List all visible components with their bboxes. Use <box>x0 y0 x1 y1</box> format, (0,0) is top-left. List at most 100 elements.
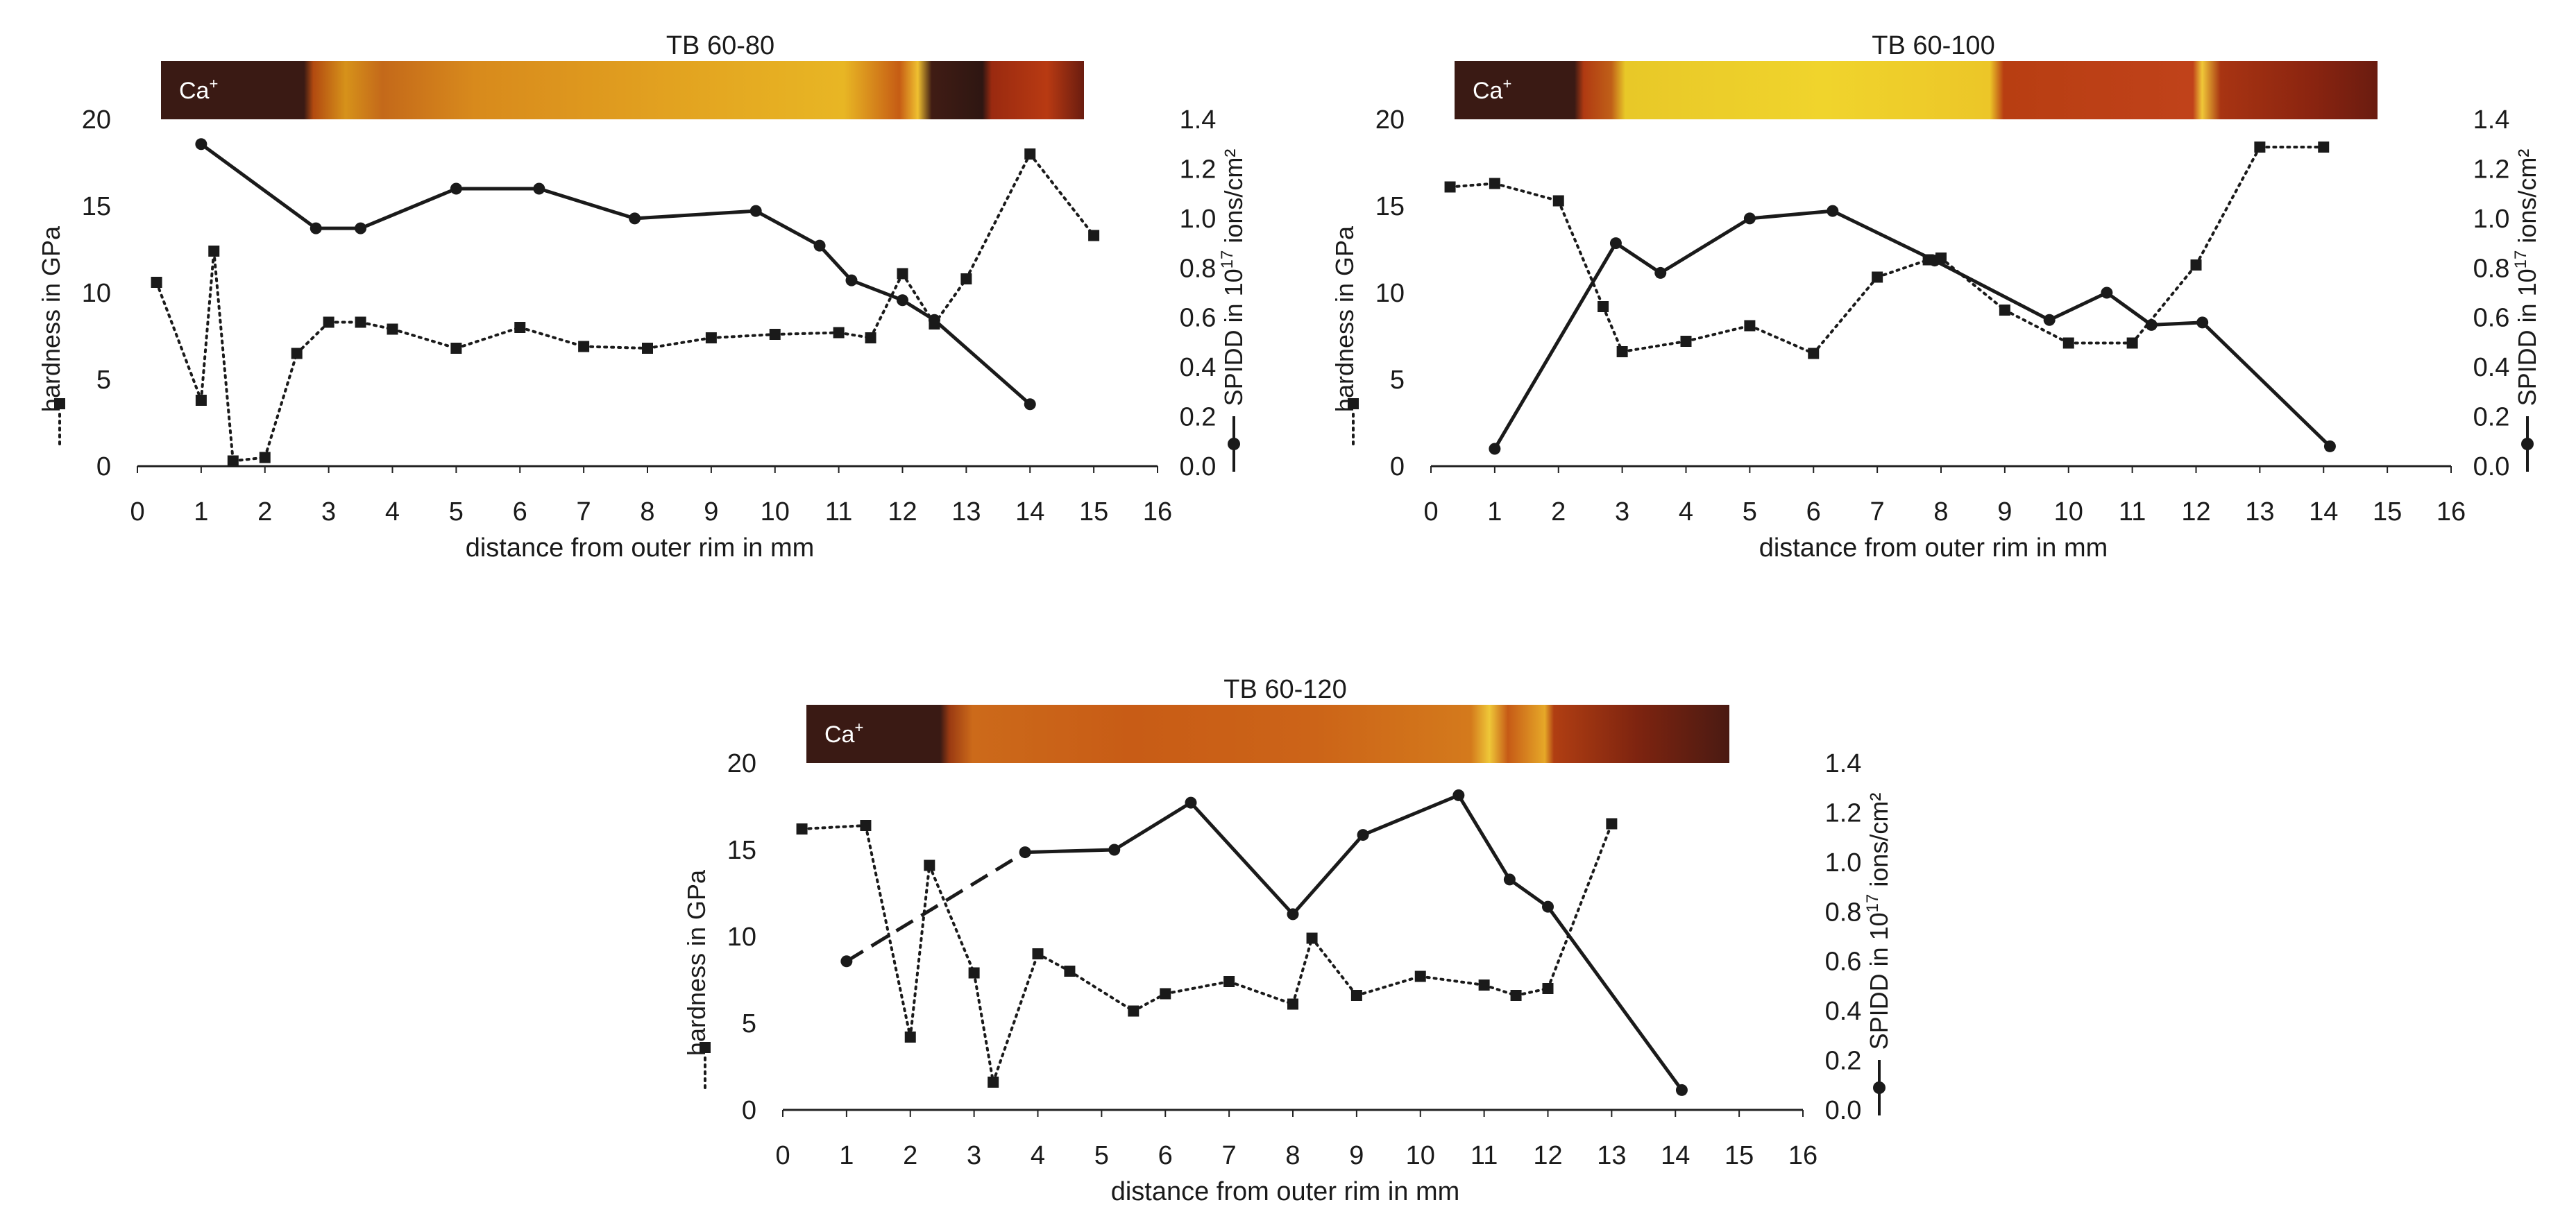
x-axis-label: distance from outer rim in mm <box>1111 1177 1460 1206</box>
hardness-point <box>1606 818 1618 830</box>
hardness-line-segment <box>1557 199 1605 308</box>
spidd-line-segment <box>1546 905 1684 1091</box>
hardness-line-segment <box>869 272 904 339</box>
x-tick-label: 6 <box>1806 497 1821 527</box>
spidd-line-segment <box>1493 242 1618 450</box>
hardness-point <box>1032 948 1044 959</box>
spidd-line-segment <box>1933 259 2051 322</box>
hardness-line-segment <box>1812 275 1879 355</box>
hardness-point <box>1128 1005 1139 1017</box>
x-tick-label: 7 <box>1870 497 1885 527</box>
spidd-point <box>1929 255 1941 267</box>
hardness-line-segment <box>928 864 976 975</box>
y-left-tick-label: 0 <box>742 1096 756 1125</box>
hardness-point <box>514 322 526 333</box>
hardness-line-segment <box>1546 822 1613 990</box>
x-tick-label: 10 <box>2054 497 2083 527</box>
spidd-point <box>1185 796 1197 809</box>
hardness-point <box>1350 990 1362 1001</box>
hardness-line-segment <box>864 824 912 1038</box>
y-left-tick-label: 0 <box>96 452 111 481</box>
y-axis-left-label: hardness in GPa <box>1330 225 1359 445</box>
hardness-point <box>323 316 334 328</box>
x-tick-label: 9 <box>1349 1141 1364 1170</box>
y-axis-right-label: SPIDD in 1017 ions/cm² <box>2511 149 2541 472</box>
hardness-line-segment <box>155 281 203 402</box>
spidd-point <box>1489 443 1501 455</box>
hardness-point <box>387 323 398 335</box>
svg-text:SPIDD in 1017 ions/cm²: SPIDD in 1017 ions/cm² <box>1863 793 1893 1050</box>
x-tick-label: 9 <box>704 497 718 527</box>
x-tick-label: 11 <box>2119 497 2146 527</box>
spidd-line-segment <box>2151 320 2203 327</box>
hardness-point <box>1223 976 1235 987</box>
hardness-line-segment <box>212 250 235 463</box>
spidd-line-segment <box>1025 848 1115 855</box>
hardness-point <box>1024 148 1036 160</box>
hardness-point <box>2062 337 2074 349</box>
y-left-tick-label: 0 <box>1390 452 1405 481</box>
hardness-point <box>1598 301 1609 312</box>
spidd-point <box>2043 314 2056 326</box>
hardness-point <box>355 316 366 328</box>
y-right-tick-label: 0.2 <box>1825 1047 1862 1076</box>
spidd-point <box>2101 286 2113 299</box>
ca-ion-intensity-strip <box>161 61 1084 119</box>
hardness-line-segment <box>518 326 586 348</box>
hardness-point <box>1680 336 1692 347</box>
spidd-point <box>533 182 545 195</box>
x-tick-label: 1 <box>1487 497 1502 527</box>
hardness-point <box>1872 271 1883 283</box>
hardness-point <box>988 1077 999 1088</box>
x-tick-label: 2 <box>903 1141 917 1170</box>
spidd-point <box>845 274 858 286</box>
chart-title: TB 60-100 <box>1872 31 1994 60</box>
y-left-tick-label: 10 <box>727 923 756 952</box>
spidd-line-segment <box>1831 209 1935 262</box>
y-left-tick-label: 5 <box>96 366 111 395</box>
svg-text:SPIDD in 1017 ions/cm²: SPIDD in 1017 ions/cm² <box>2511 149 2541 407</box>
y-axis-right-ticks: 0.0 0.2 0.4 0.6 0.8 1.0 1.2 1.4 <box>1825 749 1862 1125</box>
y-left-tick-label: 20 <box>727 749 756 778</box>
hardness-line-segment <box>1876 258 1930 279</box>
y-right-tick-label: 1.0 <box>2473 205 2510 234</box>
y-left-tick-label: 10 <box>82 279 111 308</box>
hardness-line-segment <box>646 336 713 350</box>
hardness-point <box>924 859 935 871</box>
hardness-point <box>151 277 162 288</box>
spidd-point <box>1654 266 1667 279</box>
legend-hardness-square <box>700 1042 711 1053</box>
hardness-line-segment <box>1602 305 1624 353</box>
hardness-point <box>860 820 872 831</box>
hardness-point <box>1478 979 1490 991</box>
hardness-line-segment <box>800 824 867 830</box>
spidd-line-segment <box>933 318 1031 406</box>
spidd-point <box>897 294 908 307</box>
x-tick-label: 5 <box>449 497 464 527</box>
chart-title: TB 60-120 <box>1223 675 1346 704</box>
y-right-tick-label: 1.4 <box>1825 749 1862 778</box>
hardness-point <box>2318 142 2330 153</box>
hardness-line-segment <box>263 352 298 459</box>
x-tick-label: 7 <box>577 497 591 527</box>
hardness-point <box>2126 337 2138 349</box>
svg-text:hardness in GPa: hardness in GPa <box>1330 225 1359 412</box>
ca-ion-intensity-strip <box>1455 61 2378 119</box>
y-right-tick-label: 0.0 <box>1825 1096 1862 1125</box>
spidd-line-segment <box>539 187 636 221</box>
series-lines <box>1448 146 2332 450</box>
x-tick-label: 15 <box>1725 1141 1754 1170</box>
x-tick-label: 13 <box>951 497 981 527</box>
y-left-tick-label: 15 <box>1375 192 1405 221</box>
x-tick-label: 0 <box>130 497 144 527</box>
y-axis-left-ticks: 0 5 10 15 20 <box>727 749 756 1125</box>
y-left-tick-label: 5 <box>742 1009 756 1038</box>
hardness-point <box>960 273 972 284</box>
spidd-line-segment <box>634 209 756 221</box>
hardness-line-segment <box>933 277 968 325</box>
spidd-point <box>2323 440 2336 452</box>
x-tick-label: 3 <box>1615 497 1629 527</box>
x-tick-label: 3 <box>967 1141 981 1170</box>
y-axis-left-ticks: 0 5 10 15 20 <box>82 105 111 481</box>
